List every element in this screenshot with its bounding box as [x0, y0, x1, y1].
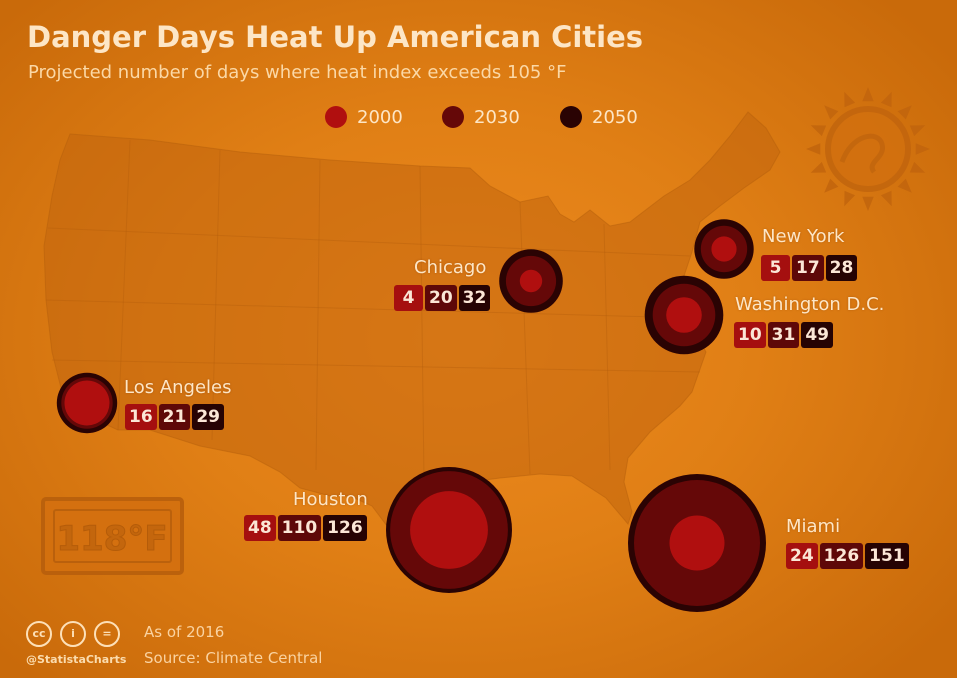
value-2000: 5 — [761, 255, 790, 281]
sun-ray — [824, 105, 839, 120]
sun-ray — [810, 161, 827, 173]
sun-swirl — [839, 133, 885, 174]
bubble-miami — [628, 474, 766, 612]
sun-ray — [862, 87, 874, 102]
sun-ray — [824, 178, 839, 193]
bubble-ring-2000 — [410, 491, 488, 569]
sun-ray — [897, 105, 912, 120]
value-2030: 17 — [792, 255, 824, 281]
city-label-washington-dc: Washington D.C. — [735, 294, 885, 315]
value-2050: 151 — [865, 543, 909, 569]
city-bubbles — [56, 219, 766, 612]
city-values-los-angeles: 16 21 29 — [125, 404, 225, 430]
sun-ray — [844, 91, 856, 108]
bubble-houston — [386, 467, 512, 593]
state-borders — [45, 139, 701, 481]
value-2030: 21 — [158, 404, 191, 430]
city-label-chicago: Chicago — [414, 257, 487, 278]
value-2000: 4 — [394, 285, 423, 311]
source-note: Source: Climate Central — [144, 649, 323, 667]
value-2000: 16 — [125, 404, 157, 430]
sun-disc — [825, 106, 911, 192]
thermometer-label: 118°F — [56, 519, 167, 559]
legend-swatch-2030 — [442, 106, 464, 128]
legend-item-2050: 2050 — [560, 106, 638, 128]
value-2000: 10 — [734, 322, 766, 348]
value-2050: 29 — [192, 404, 225, 430]
city-label-miami: Miami — [786, 516, 841, 537]
city-label-los-angeles: Los Angeles — [124, 377, 232, 398]
legend-label: 2000 — [357, 106, 403, 128]
value-2000: 48 — [244, 515, 276, 541]
chart-subtitle: Projected number of days where heat inde… — [28, 62, 567, 83]
value-2050: 49 — [801, 322, 834, 348]
sun-ray — [806, 143, 821, 155]
sun-ray — [862, 196, 874, 211]
city-values-houston: 48 110 126 — [244, 515, 367, 541]
legend-label: 2050 — [592, 106, 638, 128]
bubble-los-angeles — [56, 372, 118, 434]
value-2030: 126 — [819, 543, 864, 569]
us-outline — [43, 111, 781, 562]
sun-ray — [897, 178, 912, 193]
legend-swatch-2050 — [560, 106, 582, 128]
brand-handle: @StatistaCharts — [26, 653, 127, 666]
bubble-new-york — [694, 219, 754, 279]
city-label-houston: Houston — [293, 489, 368, 510]
creative-commons-icon: cc — [26, 621, 52, 647]
bubble-ring-2000 — [711, 236, 737, 262]
bubble-chicago — [499, 249, 563, 313]
sun-ray — [880, 190, 892, 207]
sun-ray — [909, 161, 926, 173]
no-derivatives-icon: = — [94, 621, 120, 647]
legend-item-2030: 2030 — [442, 106, 520, 128]
thermometer-badge: 118°F — [41, 497, 184, 575]
sun-ray — [880, 91, 892, 108]
value-2030: 31 — [767, 322, 800, 348]
city-values-washington-dc: 10 31 49 — [734, 322, 834, 348]
legend-swatch-2000 — [325, 106, 347, 128]
sun-icon — [806, 87, 930, 211]
city-values-chicago: 4 20 32 — [394, 285, 491, 311]
sun-ray — [909, 125, 926, 137]
sun-ray — [844, 190, 856, 207]
value-2030: 20 — [425, 285, 457, 311]
bubble-ring-2000 — [669, 515, 725, 571]
bubble-ring-2000 — [64, 380, 110, 426]
as-of-date: As of 2016 — [144, 623, 225, 641]
legend-item-2000: 2000 — [325, 106, 403, 128]
sun-ray — [810, 125, 827, 137]
bubble-washington-d-c — [644, 275, 724, 355]
city-label-new-york: New York — [762, 226, 845, 247]
city-values-new-york: 5 17 28 — [761, 255, 858, 281]
sun-ray — [915, 143, 930, 155]
value-2050: 28 — [825, 255, 858, 281]
value-2050: 32 — [458, 285, 491, 311]
value-2050: 126 — [323, 515, 367, 541]
value-2000: 24 — [786, 543, 818, 569]
bubble-ring-2000 — [666, 297, 702, 333]
value-2030: 110 — [277, 515, 322, 541]
legend-label: 2030 — [474, 106, 520, 128]
chart-title: Danger Days Heat Up American Cities — [27, 20, 644, 54]
attribution-icon: i — [60, 621, 86, 647]
bubble-ring-2000 — [519, 269, 543, 293]
city-values-miami: 24 126 151 — [786, 543, 909, 569]
